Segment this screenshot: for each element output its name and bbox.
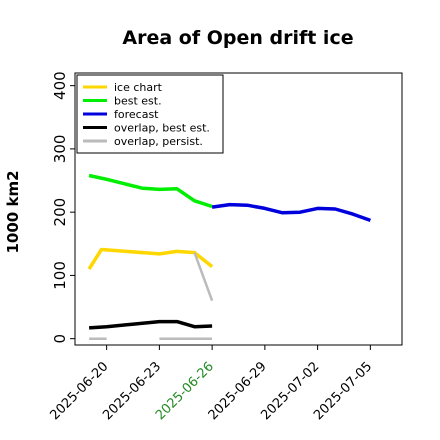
y-tick-label: 400 (51, 71, 69, 100)
series-line-3 (88, 319, 213, 330)
series-line-1 (88, 173, 213, 209)
series-line-2 (211, 202, 371, 223)
legend-label: ice chart (114, 81, 163, 94)
legend-label: overlap, best est. (114, 122, 210, 135)
chart-title: Area of Open drift ice (122, 27, 353, 49)
y-tick-label: 0 (51, 334, 69, 344)
y-axis-label: 1000 km2 (4, 170, 22, 253)
y-tick-label: 100 (51, 261, 69, 290)
plot-frame (74, 72, 403, 346)
legend-label: best est. (114, 95, 162, 108)
y-tick-label: 200 (51, 198, 69, 227)
series-line-0 (87, 247, 214, 271)
legend-label: overlap, persist. (114, 135, 203, 148)
series-segment-4-2 (193, 252, 214, 302)
y-tick-label: 300 (51, 135, 69, 164)
plot-area (87, 173, 371, 340)
legend-label: forecast (114, 108, 159, 121)
